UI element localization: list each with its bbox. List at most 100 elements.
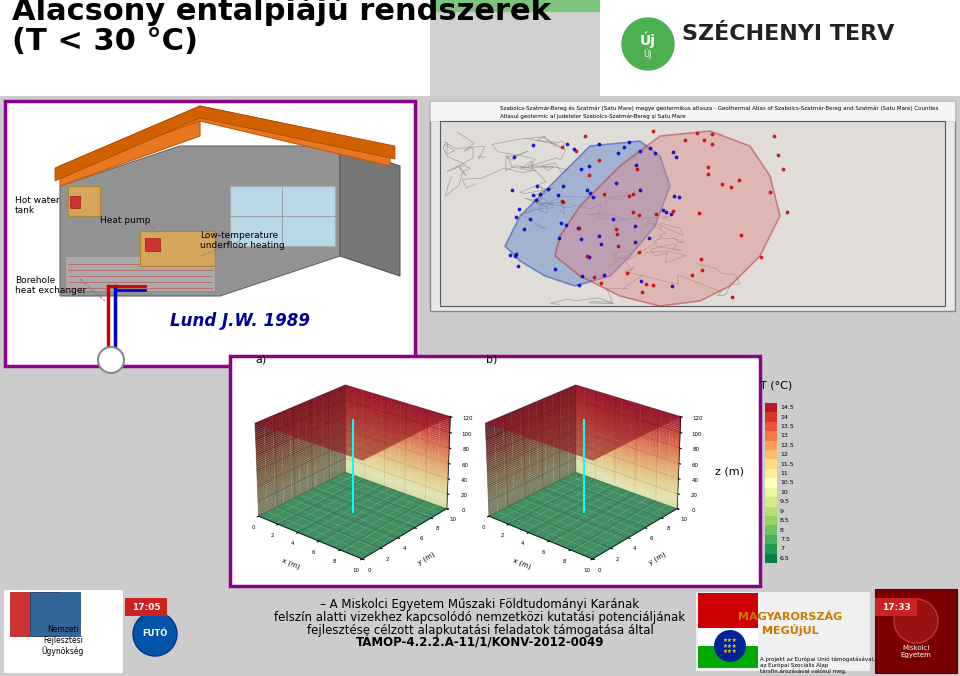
Bar bbox=[765, 403, 777, 412]
Point bbox=[694, 265, 709, 276]
Text: z (m): z (m) bbox=[715, 466, 744, 476]
Point bbox=[656, 205, 671, 216]
Point bbox=[565, 144, 581, 155]
Point bbox=[547, 264, 563, 274]
Point bbox=[582, 251, 597, 262]
Polygon shape bbox=[555, 131, 780, 306]
Text: 7.5: 7.5 bbox=[780, 537, 790, 542]
Point bbox=[507, 250, 522, 261]
Point bbox=[578, 130, 593, 141]
Point bbox=[665, 206, 681, 216]
Text: 11.5: 11.5 bbox=[780, 462, 794, 466]
Point bbox=[551, 190, 566, 201]
Point bbox=[526, 190, 541, 201]
Point bbox=[647, 147, 662, 158]
Text: FUTÓ: FUTÓ bbox=[142, 629, 168, 639]
Point bbox=[508, 249, 523, 260]
Bar bbox=[440, 121, 945, 306]
Y-axis label: y (m): y (m) bbox=[417, 550, 436, 566]
Point bbox=[642, 143, 658, 153]
Text: 8.5: 8.5 bbox=[780, 518, 790, 523]
Point bbox=[583, 188, 598, 199]
Polygon shape bbox=[68, 186, 100, 216]
Point bbox=[625, 207, 640, 218]
Circle shape bbox=[894, 599, 938, 643]
Point bbox=[506, 151, 521, 162]
Point bbox=[780, 207, 795, 218]
Text: ★★★
★★★
★★★: ★★★ ★★★ ★★★ bbox=[723, 637, 737, 654]
Bar bbox=[765, 535, 777, 544]
Point bbox=[582, 169, 597, 180]
Text: 9.5: 9.5 bbox=[780, 500, 790, 504]
Polygon shape bbox=[70, 196, 80, 208]
Text: 10.5: 10.5 bbox=[780, 481, 794, 485]
Text: felszín alatti vizekhez kapcsolódó nemzetközi kutatási potenciáljának: felszín alatti vizekhez kapcsolódó nemze… bbox=[275, 611, 685, 624]
Point bbox=[638, 279, 654, 289]
Point bbox=[630, 164, 645, 174]
Circle shape bbox=[133, 612, 177, 656]
Text: a): a) bbox=[255, 354, 267, 364]
Point bbox=[733, 229, 749, 240]
Bar bbox=[10, 592, 60, 636]
Point bbox=[579, 184, 594, 195]
Bar bbox=[765, 441, 777, 450]
Text: Lund J.W. 1989: Lund J.W. 1989 bbox=[170, 312, 310, 330]
Point bbox=[701, 162, 716, 172]
Point bbox=[529, 195, 544, 206]
Point bbox=[570, 223, 586, 234]
Text: TÁMOP-4.2.2.A-11/1/KONV-2012-0049: TÁMOP-4.2.2.A-11/1/KONV-2012-0049 bbox=[356, 637, 604, 650]
Bar bbox=[440, 121, 945, 306]
Bar bbox=[765, 431, 777, 441]
Point bbox=[593, 278, 609, 289]
Point bbox=[608, 224, 623, 235]
Polygon shape bbox=[60, 146, 340, 296]
Point bbox=[574, 270, 589, 281]
Text: Low-temperature
underfloor heating: Low-temperature underfloor heating bbox=[200, 231, 285, 250]
Point bbox=[732, 174, 747, 185]
Bar bbox=[230, 356, 760, 586]
Text: Alacsony entalpiájú rendszerek: Alacsony entalpiájú rendszerek bbox=[12, 0, 551, 26]
Bar bbox=[0, 586, 960, 676]
Text: b): b) bbox=[486, 354, 497, 364]
Polygon shape bbox=[55, 106, 395, 181]
Bar bbox=[875, 598, 917, 616]
Point bbox=[641, 232, 657, 243]
Polygon shape bbox=[60, 106, 390, 171]
Bar bbox=[765, 460, 777, 469]
Point bbox=[754, 251, 769, 262]
Point bbox=[691, 208, 707, 218]
Point bbox=[593, 239, 609, 250]
Bar bbox=[698, 593, 758, 628]
Point bbox=[609, 177, 624, 188]
Point bbox=[573, 234, 588, 245]
Point bbox=[628, 160, 643, 171]
Text: Heat pump: Heat pump bbox=[100, 216, 151, 225]
Text: (T < 30 °C): (T < 30 °C) bbox=[12, 27, 198, 56]
Point bbox=[766, 131, 781, 142]
Polygon shape bbox=[340, 146, 400, 276]
Bar bbox=[0, 96, 960, 591]
Point bbox=[606, 214, 621, 225]
Point bbox=[671, 191, 686, 202]
Point bbox=[619, 268, 635, 279]
Bar bbox=[430, 101, 955, 311]
Bar bbox=[30, 592, 80, 636]
Text: – A Miskolci Egyetem Műszaki Földtudományi Karának: – A Miskolci Egyetem Műszaki Földtudomán… bbox=[321, 598, 639, 611]
Point bbox=[553, 218, 568, 228]
Point bbox=[634, 287, 649, 297]
Bar bbox=[0, 0, 430, 96]
Text: MAGYARORSZÁG
MEGÚjUL: MAGYARORSZÁG MEGÚjUL bbox=[738, 612, 842, 636]
Point bbox=[625, 189, 640, 199]
Point bbox=[572, 222, 588, 233]
Point bbox=[522, 214, 538, 224]
Text: SZÉCHENYI TERV: SZÉCHENYI TERV bbox=[682, 24, 895, 44]
Point bbox=[693, 254, 708, 264]
X-axis label: x (m): x (m) bbox=[512, 558, 531, 571]
Point bbox=[662, 209, 678, 220]
Text: A projekt az Európai Unió támogatásával,
az Európai Szociális Alap
társfin.ározá: A projekt az Európai Unió támogatásával,… bbox=[760, 656, 875, 674]
Bar bbox=[875, 589, 957, 673]
Bar bbox=[5, 101, 415, 366]
Polygon shape bbox=[65, 256, 215, 291]
Circle shape bbox=[714, 630, 746, 662]
Point bbox=[633, 145, 648, 156]
